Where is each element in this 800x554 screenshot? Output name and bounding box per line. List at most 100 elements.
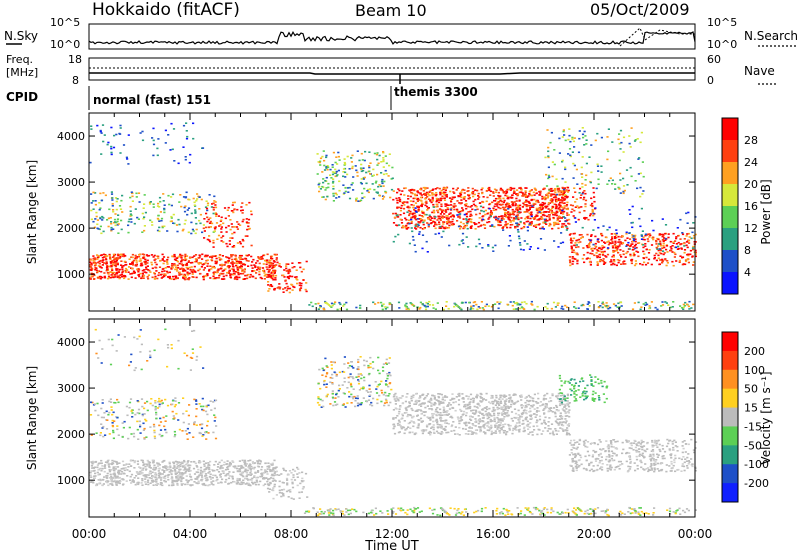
data-cell [460,240,463,242]
data-cell [235,483,238,485]
data-cell [153,272,156,274]
data-cell [125,405,128,408]
data-cell [173,465,176,467]
data-cell [515,215,518,218]
data-cell [592,187,595,189]
data-cell [567,214,570,216]
data-cell [153,431,156,434]
data-cell [390,188,394,191]
data-cell [187,207,191,209]
data-cell [247,484,250,486]
data-cell [323,169,327,171]
data-cell [171,480,174,483]
data-cell [614,183,617,185]
data-cell [564,224,567,227]
data-cell [650,301,653,303]
data-cell [406,222,409,225]
data-cell [692,234,696,237]
data-cell [156,465,160,467]
data-cell [553,188,557,190]
data-cell [681,233,685,236]
data-cell [131,479,134,481]
data-cell [121,194,124,197]
data-cell [592,212,595,215]
data-cell [355,197,358,200]
data-cell [213,464,216,466]
data-cell [120,219,123,222]
data-cell [549,199,552,202]
data-cell [107,273,110,275]
data-cell [350,161,353,163]
data-cell [555,193,558,196]
data-cell [129,460,132,462]
data-cell [616,248,619,250]
data-cell [479,205,483,208]
data-cell [441,225,444,228]
data-cell [661,238,664,241]
data-cell [90,262,93,265]
data-cell [382,303,385,305]
data-cell [101,264,104,266]
data-cell [647,258,651,261]
data-cell [431,189,434,191]
data-cell [419,196,423,199]
data-cell [293,470,297,472]
data-cell [478,217,481,219]
data-cell [90,481,93,483]
data-cell [155,477,158,479]
data-cell [657,245,660,247]
data-cell [688,236,691,238]
data-cell [556,304,559,306]
data-cell [183,460,186,463]
data-cell [348,197,352,200]
data-cell [209,473,212,476]
data-cell [115,271,118,274]
data-cell [429,200,432,202]
data-cell [138,466,141,468]
colorbar-tick-label: 24 [744,156,758,169]
data-cell [121,467,124,470]
data-cell [534,224,537,227]
data-cell [247,482,250,485]
data-cell [381,178,384,181]
data-cell [208,468,211,471]
data-cell [677,241,680,244]
data-cell [374,303,377,305]
data-cell [532,191,535,194]
data-cell [115,482,118,484]
data-cell [516,303,519,306]
data-cell [334,171,337,174]
data-cell [152,466,156,469]
data-cell [214,227,217,230]
data-cell [143,271,146,273]
data-cell [224,481,227,483]
data-cell [252,275,255,278]
data-cell [639,263,642,265]
data-cell [278,283,281,285]
data-cell [549,141,552,144]
data-cell [572,249,575,252]
data-cell [103,275,106,278]
data-cell [207,465,210,467]
data-cell [520,217,523,219]
data-cell [241,220,244,223]
data-cell [103,276,107,279]
data-cell [444,187,448,189]
data-cell [474,204,477,207]
data-cell [674,253,677,256]
data-cell [212,480,215,482]
data-cell [556,189,559,191]
data-cell [522,226,525,229]
data-cell [573,251,576,254]
data-cell [396,191,399,194]
data-cell [338,196,341,198]
data-cell [614,245,617,247]
data-cell [195,260,198,263]
data-cell [599,259,602,262]
data-cell [132,259,135,262]
data-cell [528,224,531,226]
data-cell [116,276,119,279]
data-cell [568,218,571,221]
data-cell [148,203,152,205]
data-cell [343,164,346,166]
